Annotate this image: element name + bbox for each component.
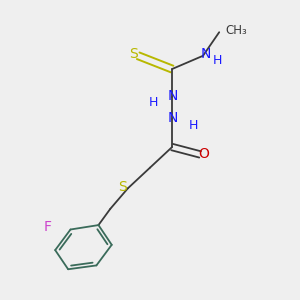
Text: O: O <box>198 146 209 161</box>
Text: S: S <box>129 47 138 61</box>
Text: N: N <box>201 47 211 61</box>
Text: N: N <box>168 112 178 125</box>
Text: H: H <box>213 54 222 67</box>
Text: F: F <box>44 220 52 234</box>
Text: N: N <box>168 89 178 103</box>
Text: H: H <box>148 96 158 110</box>
Text: S: S <box>118 180 127 194</box>
Text: H: H <box>189 119 198 132</box>
Text: CH₃: CH₃ <box>225 24 247 37</box>
